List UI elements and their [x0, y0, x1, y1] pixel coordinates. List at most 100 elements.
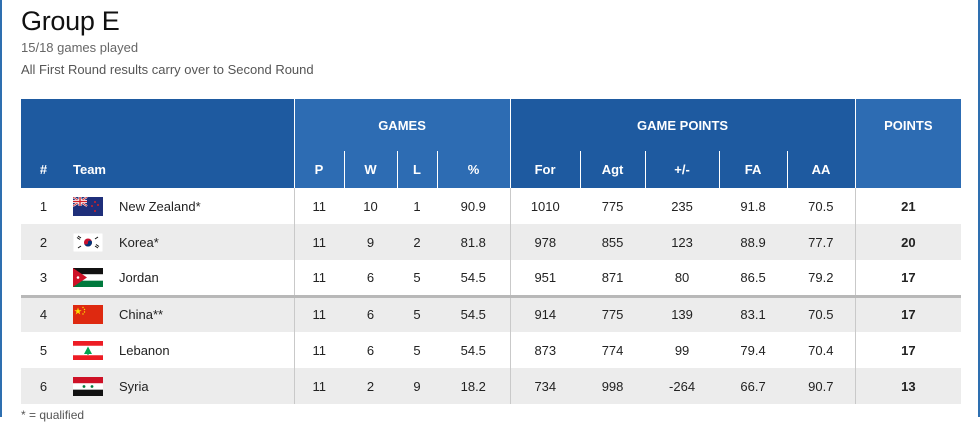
rank-cell: 4 [21, 294, 66, 332]
table-row: 5 Lebanon 11 6 5 54.5 873 774 99 79.4 70… [21, 332, 962, 368]
diff-cell: 235 [645, 188, 720, 224]
team-cell[interactable]: Korea* [66, 224, 294, 260]
losses-cell: 2 [397, 224, 437, 260]
played-cell: 11 [293, 368, 344, 404]
new-zealand-flag-icon [73, 196, 103, 216]
team-cell[interactable]: Lebanon [66, 332, 294, 368]
pct-cell: 18.2 [437, 368, 511, 404]
col-header-points[interactable] [854, 151, 962, 188]
points-cell: 21 [854, 188, 962, 224]
aa-cell: 70.5 [787, 188, 856, 224]
pct-cell: 54.5 [437, 332, 511, 368]
china-flag-icon [73, 305, 103, 325]
wins-cell: 6 [344, 260, 397, 296]
played-cell: 11 [293, 260, 344, 296]
page-left-border [0, 0, 2, 417]
col-header-played[interactable]: P [293, 151, 344, 188]
rank-cell: 5 [21, 332, 66, 368]
aa-cell: 70.4 [787, 332, 856, 368]
aa-cell: 79.2 [787, 260, 856, 296]
rank-cell: 3 [21, 260, 66, 296]
fa-cell: 91.8 [719, 188, 788, 224]
agt-cell: 774 [580, 332, 646, 368]
col-header-for[interactable]: For [509, 151, 581, 188]
wins-cell: 6 [344, 294, 397, 332]
played-cell: 11 [293, 224, 344, 260]
lebanon-flag-icon [73, 340, 103, 360]
pct-cell: 81.8 [437, 224, 511, 260]
aa-cell: 90.7 [787, 368, 856, 404]
losses-cell: 1 [397, 188, 437, 224]
col-header-diff[interactable]: +/- [644, 151, 720, 188]
table-row: 4 China** 11 6 5 54.5 914 775 139 83.1 7… [21, 294, 962, 332]
played-cell: 11 [293, 294, 344, 332]
points-cell: 20 [854, 224, 962, 260]
pct-cell: 54.5 [437, 260, 511, 296]
games-played-text: 15/18 games played [21, 40, 139, 55]
table-row: 1 New Zealand* 11 10 1 90.9 1010 775 235… [21, 188, 962, 224]
played-cell: 11 [293, 332, 344, 368]
wins-cell: 9 [344, 224, 397, 260]
header-group-points: POINTS [854, 99, 962, 151]
for-cell: 1010 [509, 188, 581, 224]
table-row: 6 Syria 11 2 9 18.2 734 998 -264 66.7 90… [21, 368, 962, 404]
korea-flag-icon [73, 232, 103, 252]
team-name: China** [119, 307, 164, 323]
jordan-flag-icon [73, 267, 103, 287]
for-cell: 914 [509, 294, 581, 332]
header-group-game-points: GAME POINTS [509, 99, 856, 151]
points-cell: 17 [854, 294, 962, 332]
col-header-aa[interactable]: AA [786, 151, 856, 188]
agt-cell: 775 [580, 188, 646, 224]
aa-cell: 77.7 [787, 224, 856, 260]
team-name: Korea* [119, 234, 159, 250]
header-group-row: GAMES GAME POINTS POINTS [21, 99, 962, 151]
page-right-border [978, 0, 980, 417]
diff-cell: 80 [645, 260, 720, 296]
losses-cell: 5 [397, 260, 437, 296]
col-header-agt[interactable]: Agt [579, 151, 646, 188]
rank-cell: 2 [21, 224, 66, 260]
losses-cell: 9 [397, 368, 437, 404]
diff-cell: 123 [645, 224, 720, 260]
agt-cell: 998 [580, 368, 646, 404]
team-name: Syria [119, 378, 149, 394]
fa-cell: 86.5 [719, 260, 788, 296]
col-header-team[interactable]: Team [66, 151, 294, 188]
team-name: Lebanon [119, 342, 170, 358]
for-cell: 978 [509, 224, 581, 260]
aa-cell: 70.5 [787, 294, 856, 332]
col-header-rank[interactable]: # [21, 151, 66, 188]
pct-cell: 90.9 [437, 188, 511, 224]
losses-cell: 5 [397, 332, 437, 368]
col-header-losses[interactable]: L [396, 151, 437, 188]
team-cell[interactable]: China** [66, 294, 294, 332]
rank-cell: 1 [21, 188, 66, 224]
group-title: Group E [21, 6, 120, 36]
qualified-footnote: * = qualified [21, 408, 85, 422]
wins-cell: 6 [344, 332, 397, 368]
for-cell: 951 [509, 260, 581, 296]
col-header-fa[interactable]: FA [718, 151, 788, 188]
fa-cell: 66.7 [719, 368, 788, 404]
table-row: 3 Jordan 11 6 5 54.5 951 871 80 86.5 79.… [21, 260, 962, 296]
diff-cell: 139 [645, 294, 720, 332]
fa-cell: 83.1 [719, 294, 788, 332]
fa-cell: 88.9 [719, 224, 788, 260]
losses-cell: 5 [397, 294, 437, 332]
agt-cell: 775 [580, 294, 646, 332]
for-cell: 734 [509, 368, 581, 404]
fa-cell: 79.4 [719, 332, 788, 368]
team-cell[interactable]: Syria [66, 368, 294, 404]
diff-cell: 99 [645, 332, 720, 368]
agt-cell: 855 [580, 224, 646, 260]
team-cell[interactable]: New Zealand* [66, 188, 294, 224]
col-header-wins[interactable]: W [343, 151, 397, 188]
pct-cell: 54.5 [437, 294, 511, 332]
col-header-pct[interactable]: % [436, 151, 511, 188]
header-column-row: # Team P W L % For Agt +/- FA AA [21, 151, 962, 188]
header-group-games: GAMES [293, 99, 511, 151]
syria-flag-icon [73, 376, 103, 396]
team-cell[interactable]: Jordan [66, 260, 294, 296]
played-cell: 11 [293, 188, 344, 224]
